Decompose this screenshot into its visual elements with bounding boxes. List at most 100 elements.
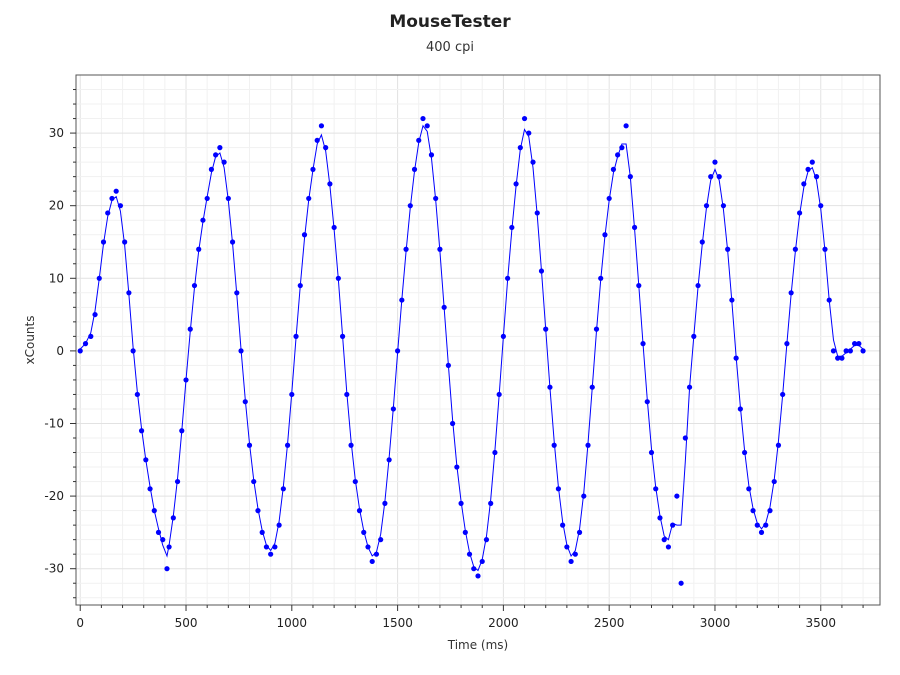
data-point [703,203,710,209]
data-point [280,486,286,492]
y-tick-label: -10 [44,416,64,430]
data-point [170,515,176,521]
data-point [657,515,663,521]
data-point [122,239,128,245]
data-point [686,384,693,390]
data-point [208,166,215,172]
data-point [437,246,443,252]
data-point [526,130,532,136]
data-point [720,203,727,209]
x-tick-label: 3500 [805,616,836,630]
data-point [530,159,536,165]
data-point [729,297,735,303]
data-point [830,348,837,354]
data-point [602,232,608,238]
data-point [678,580,684,586]
data-point [88,333,94,339]
series-line [79,124,864,572]
data-point [113,188,119,194]
data-point [361,529,367,535]
data-point [746,486,752,492]
data-point [147,486,153,492]
data-point [386,457,392,463]
x-tick-label: 3000 [700,616,731,630]
data-point [758,529,765,535]
data-point [610,166,617,172]
data-point [196,246,202,252]
data-point [606,195,612,202]
data-point [847,348,853,354]
data-point [763,522,769,528]
y-tick-label: 10 [49,271,64,285]
data-point [767,508,773,514]
data-point [183,377,189,383]
data-point [424,123,430,129]
data-point [733,355,739,361]
data-point [407,203,413,209]
y-tick-label: 0 [56,344,64,358]
data-point [479,558,485,565]
data-point [369,558,375,565]
data-point [801,181,807,187]
data-point [130,348,136,354]
data-point [164,566,170,572]
data-point [238,348,244,354]
data-point [576,529,583,535]
data-point [310,166,316,172]
data-point [581,493,587,499]
data-point [155,529,162,535]
data-point [737,406,743,412]
data-point [390,406,396,412]
data-point [572,551,578,557]
data-point [564,544,570,550]
data-point [568,558,574,565]
data-point [458,500,464,506]
data-point [699,239,705,245]
data-point [826,297,832,303]
data-point [771,478,777,485]
data-point [818,203,824,209]
data-point [691,333,697,339]
data-point [335,275,341,281]
data-point [411,166,418,172]
data-point [268,551,274,557]
data-point [289,391,295,398]
data-point [191,282,198,289]
x-axis-title: Time (ms) [447,638,509,652]
data-point [433,195,439,202]
data-point [416,137,422,143]
data-point [276,522,282,528]
data-point [213,152,219,158]
data-point [323,145,329,151]
data-point [521,115,528,122]
data-point [856,341,862,347]
data-point [96,275,102,281]
data-point [117,203,124,209]
data-point [403,246,409,252]
data-point [682,435,688,441]
data-point [555,486,562,492]
axis-ticks: 0 500 1000 1500 2000 2500 3000 3500 -30 -20 -10 0 10… [44,89,864,630]
data-point [471,566,477,572]
data-point [105,210,111,216]
data-point [551,442,557,448]
data-point [843,348,849,354]
y-tick-label: 30 [49,126,64,140]
data-point [77,348,83,354]
data-point [615,152,621,158]
data-point [221,159,227,165]
data-point [839,355,845,361]
data-point [217,145,223,151]
data-point [509,224,515,231]
data-point [741,449,748,456]
data-point [644,399,650,405]
data-point [505,275,511,281]
data-point [234,290,240,296]
data-point [547,384,553,390]
data-point [225,195,231,202]
data-point [670,522,676,528]
data-point [466,551,473,557]
data-point [259,529,265,535]
data-point [109,195,115,202]
